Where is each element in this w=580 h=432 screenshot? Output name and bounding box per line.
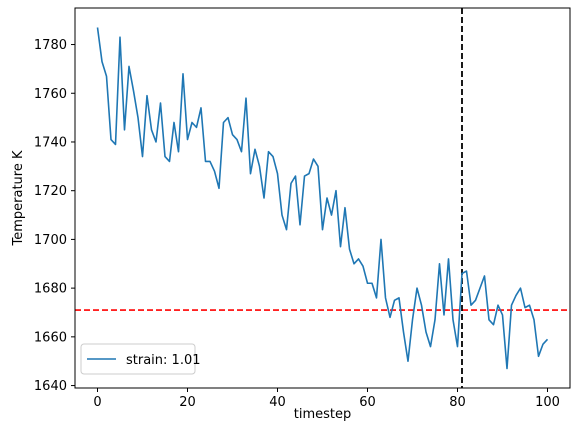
legend: strain: 1.01 [80, 343, 201, 375]
x-tick-label: 40 [269, 395, 286, 410]
y-axis-label: Temperature K [11, 150, 26, 246]
plot-frame [74, 7, 571, 389]
x-axis-label: timestep [294, 407, 352, 422]
y-tick-label: 1660 [34, 330, 67, 345]
y-tick-label: 1760 [34, 87, 67, 102]
plot-background [75, 8, 570, 388]
y-axis: 1640 1660 1680 1700 1720 1740 1760 1780 [34, 38, 75, 394]
series-layer [96, 27, 549, 370]
legend-entry-strain: strain: 1.01 [126, 353, 201, 368]
y-tick-label: 1780 [34, 38, 67, 53]
x-tick-label: 80 [449, 395, 466, 410]
y-tick-label: 1700 [34, 233, 67, 248]
y-tick-label: 1680 [34, 282, 67, 297]
y-tick-label: 1740 [34, 135, 67, 150]
x-tick-label: 0 [93, 395, 101, 410]
legend-box [80, 343, 196, 375]
x-tick-label: 100 [535, 395, 560, 410]
x-axis: 0 20 40 60 80 100 [93, 388, 560, 410]
x-tick-label: 60 [359, 395, 376, 410]
reference-lines [75, 8, 570, 388]
x-tick-label: 20 [179, 395, 196, 410]
y-tick-label: 1720 [34, 184, 67, 199]
y-tick-label: 1640 [34, 379, 67, 394]
